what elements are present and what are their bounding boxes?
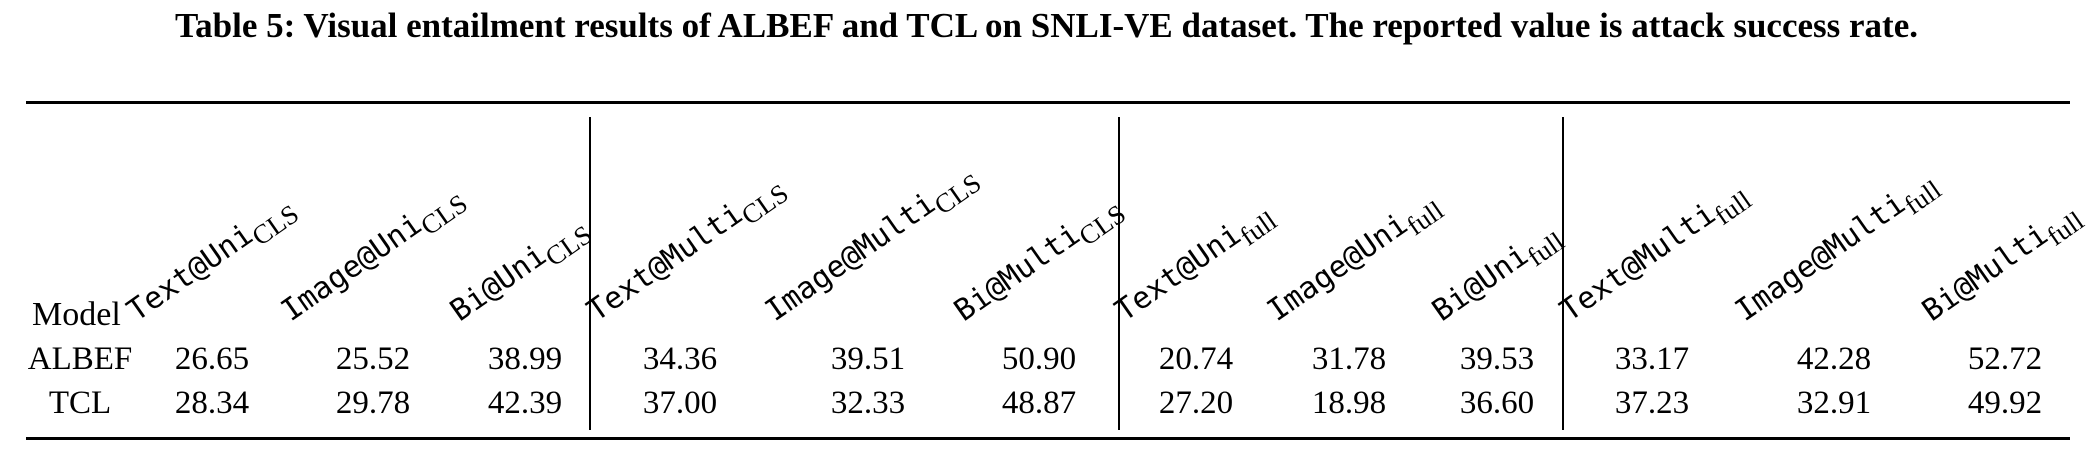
table-caption: Table 5: Visual entailment results of AL… xyxy=(175,6,1918,45)
table-cell: 52.72 xyxy=(1967,341,2043,377)
table-cell: 42.28 xyxy=(1796,341,1872,377)
column-header-base: Bi@Multi xyxy=(1916,217,2055,329)
table-cell: 39.53 xyxy=(1459,341,1535,377)
row-model-name: TCL xyxy=(48,385,112,421)
table-cell: 31.78 xyxy=(1311,341,1387,377)
table-cell: 48.87 xyxy=(1001,385,1077,421)
table-cell: 50.90 xyxy=(1001,341,1077,377)
table-cell: 38.99 xyxy=(487,341,563,377)
table-cell: 32.91 xyxy=(1796,385,1872,421)
model-column-header: Model xyxy=(32,296,121,333)
column-header-label: Bi@UniCLS xyxy=(444,212,597,329)
column-header-label: Text@Unifull xyxy=(1109,198,1282,329)
column-header-label: Bi@MultiCLS xyxy=(948,191,1131,329)
table-cell: 34.36 xyxy=(642,341,718,377)
column-group-divider xyxy=(1118,117,1120,430)
table-cell: 28.34 xyxy=(174,385,250,421)
column-header-label: Bi@Unifull xyxy=(1426,219,1570,329)
bottom-rule xyxy=(26,437,2070,440)
column-header-base: Text@Uni xyxy=(1109,217,1248,329)
table-cell: 33.17 xyxy=(1614,341,1690,377)
top-rule xyxy=(26,101,2070,104)
table-row: ALBEF 26.65 25.52 38.99 34.36 39.51 50.90 20.74… xyxy=(0,341,2093,385)
column-group-divider xyxy=(589,117,591,430)
table-cell: 39.51 xyxy=(830,341,906,377)
table-cell: 49.92 xyxy=(1967,385,2043,421)
table-cell: 25.52 xyxy=(335,341,411,377)
column-header-base: Bi@Uni xyxy=(1426,237,1535,329)
column-group-divider xyxy=(1562,117,1564,430)
column-header-base: Image@Uni xyxy=(1261,206,1415,329)
column-header-label: Text@UniCLS xyxy=(121,191,304,329)
table-cell: 37.00 xyxy=(642,385,718,421)
table-row: TCL 28.34 29.78 42.39 37.00 32.33 48.87 27.20 18… xyxy=(0,385,2093,429)
column-header-label: Bi@Multifull xyxy=(1916,198,2089,329)
table-cell: 29.78 xyxy=(335,385,411,421)
table-cell: 37.23 xyxy=(1614,385,1690,421)
column-header-label: Text@Multifull xyxy=(1554,177,1757,329)
column-header-base: Image@Multi xyxy=(1729,186,1912,329)
column-header-base: Text@Multi xyxy=(581,196,750,329)
table-cell: 20.74 xyxy=(1158,341,1234,377)
table-cell: 27.20 xyxy=(1158,385,1234,421)
column-header-base: Text@Multi xyxy=(1554,196,1723,329)
column-header-base: Bi@Uni xyxy=(444,237,553,329)
column-header-label: Image@Multifull xyxy=(1729,167,1947,329)
table-cell: 26.65 xyxy=(174,341,250,377)
column-header-base: Bi@Multi xyxy=(948,217,1087,329)
table-cell: 32.33 xyxy=(830,385,906,421)
row-model-name: ALBEF xyxy=(27,341,133,377)
column-header-label: Text@MultiCLS xyxy=(581,170,794,329)
table-cell: 36.60 xyxy=(1459,385,1535,421)
column-header-label: Image@MultiCLS xyxy=(759,160,986,328)
column-header-base: Text@Uni xyxy=(121,217,260,329)
table-cell: 42.39 xyxy=(487,385,563,421)
column-header-label: Image@Unifull xyxy=(1261,188,1449,329)
column-header-label: Image@UniCLS xyxy=(275,181,473,328)
table-cell: 18.98 xyxy=(1311,385,1387,421)
